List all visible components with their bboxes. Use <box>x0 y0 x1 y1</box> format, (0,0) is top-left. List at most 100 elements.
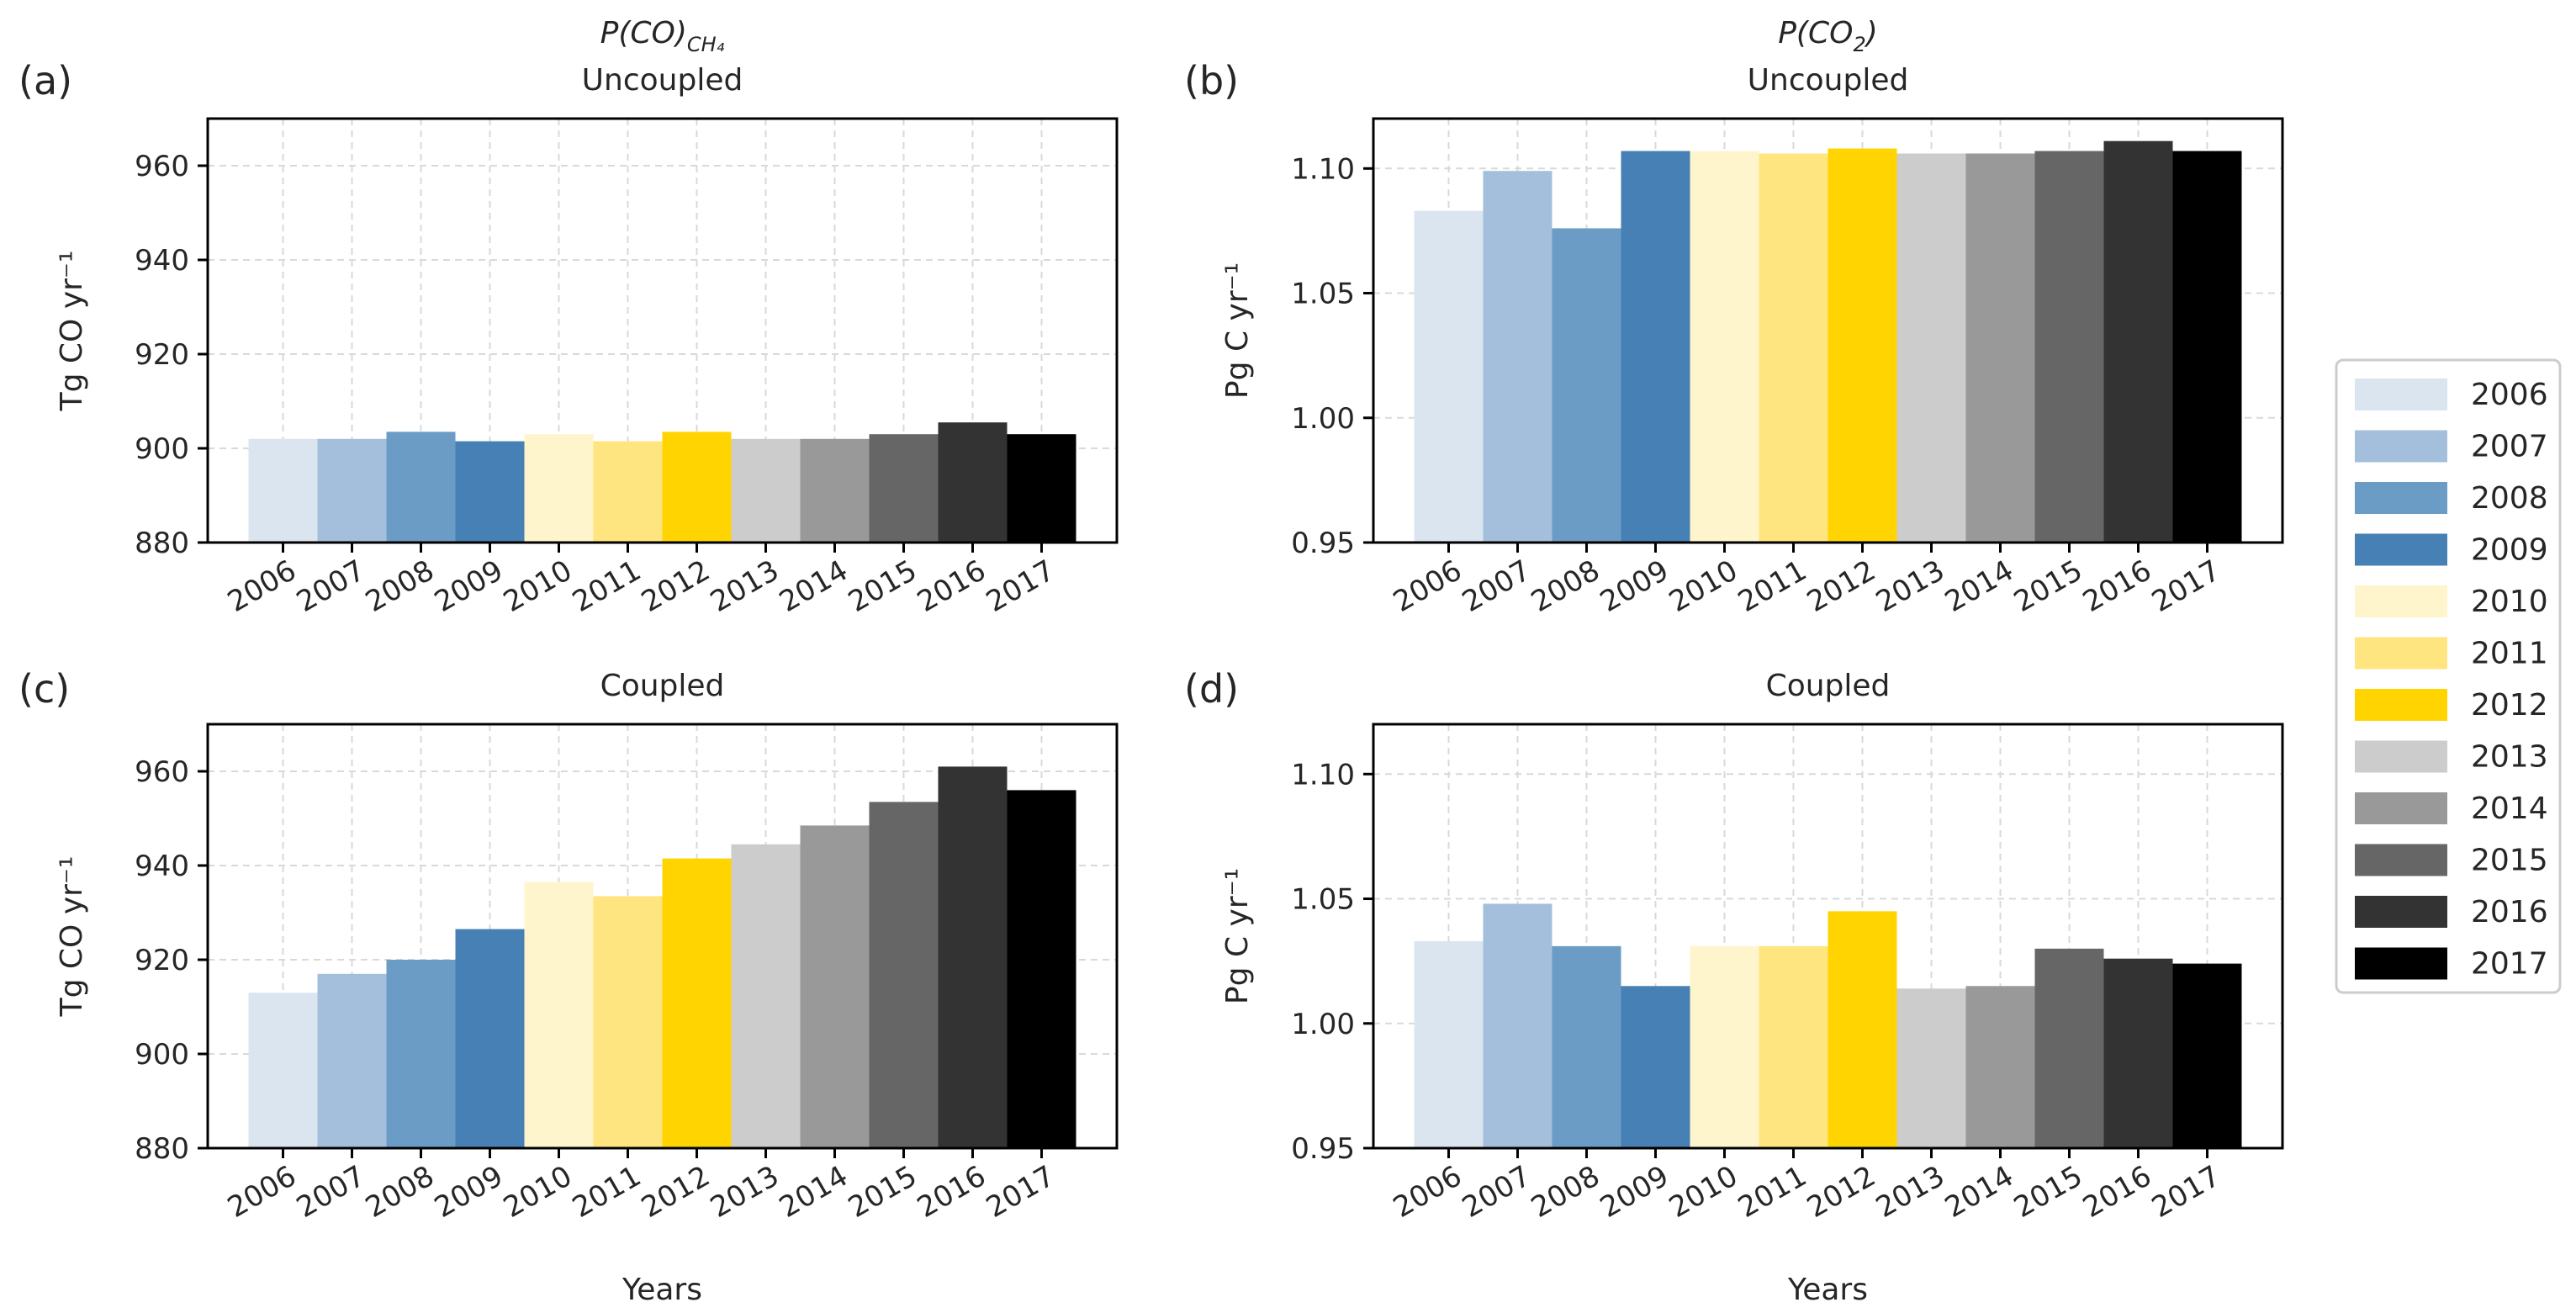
legend-swatch-2014 <box>2355 792 2447 824</box>
x-tick-label: 2008 <box>1526 553 1605 619</box>
legend-label-2013: 2013 <box>2471 740 2548 775</box>
axes-frame <box>206 723 1119 1150</box>
bar-2006 <box>248 993 318 1148</box>
bar-2014 <box>800 438 870 543</box>
bar-2014 <box>800 825 870 1148</box>
x-tick-label: 2009 <box>429 1159 509 1225</box>
y-tick-label: 900 <box>135 432 189 466</box>
y-tick-label: 1.10 <box>1291 758 1355 792</box>
x-tick-label: 2017 <box>981 553 1061 619</box>
bar-2009 <box>1621 986 1690 1148</box>
bar-2012 <box>1828 148 1897 543</box>
bar-2013 <box>1896 153 1966 543</box>
x-tick-label: 2016 <box>912 1159 992 1225</box>
bar-2007 <box>1483 171 1552 543</box>
x-tick-label: 2009 <box>1595 1159 1674 1225</box>
x-tick-label: 2007 <box>1457 1159 1537 1225</box>
bar-2011 <box>593 896 663 1148</box>
x-tick-label: 2012 <box>1801 553 1881 619</box>
legend-label-2012: 2012 <box>2471 688 2548 723</box>
panel-supertitle: P(CO2) <box>1778 16 1878 56</box>
x-tick-label: 2015 <box>2008 1159 2088 1225</box>
legend: 2006 2007 2008 2009 2010 2011 2012 2013 2014 2015… <box>2335 358 2562 994</box>
y-tick-label: 940 <box>135 244 189 278</box>
x-tick-label: 2011 <box>567 1159 647 1225</box>
bar-2017 <box>2172 151 2242 543</box>
x-axis-label: Years <box>1787 1273 1868 1307</box>
legend-label-2011: 2011 <box>2471 637 2548 671</box>
legend-label-2009: 2009 <box>2471 533 2548 568</box>
bar-2011 <box>593 441 663 543</box>
x-tick-label: 2010 <box>498 1159 578 1225</box>
bar-2013 <box>1896 988 1966 1148</box>
x-tick-label: 2016 <box>2077 1159 2157 1225</box>
supertitle-main: P(CO <box>1778 16 1853 50</box>
y-tick-label: 960 <box>135 755 189 789</box>
bars <box>1414 140 2242 543</box>
panel-letter: (a) <box>19 58 72 103</box>
x-tick-label: 2007 <box>291 553 371 619</box>
panel-b: 0.95 1.00 1.05 1.10 200620072008200920102011… <box>1184 16 2284 619</box>
legend-swatch-2010 <box>2355 585 2447 617</box>
x-tick-label: 2007 <box>1457 553 1537 619</box>
axes-frame <box>1372 117 2284 544</box>
legend-swatch-2017 <box>2355 947 2447 980</box>
bar-2016 <box>938 766 1008 1148</box>
bar-2017 <box>2172 963 2242 1148</box>
bar-2016 <box>938 422 1008 543</box>
bar-2007 <box>317 973 387 1148</box>
x-tick-label: 2010 <box>1664 553 1743 619</box>
bar-2008 <box>386 960 456 1148</box>
bar-2016 <box>2103 958 2173 1148</box>
x-tick-label: 2015 <box>843 553 923 619</box>
legend-label-2014: 2014 <box>2471 792 2548 826</box>
panel-title: Uncoupled <box>1748 63 1909 98</box>
legend-label-2017: 2017 <box>2471 947 2548 982</box>
bar-2012 <box>662 858 732 1148</box>
y-tick-label: 1.05 <box>1291 883 1355 917</box>
bar-2008 <box>1552 945 1621 1148</box>
legend-swatch-2016 <box>2355 896 2447 928</box>
bar-2008 <box>386 431 456 543</box>
legend-swatch-2007 <box>2355 430 2447 463</box>
x-tick-label: 2008 <box>360 553 440 619</box>
x-tick-label: 2012 <box>1801 1159 1881 1225</box>
legend-swatch-2009 <box>2355 533 2447 566</box>
legend-label-2006: 2006 <box>2471 378 2548 412</box>
y-tick-label: 940 <box>135 850 189 883</box>
panel-letter: (b) <box>1184 58 1239 103</box>
legend-label-2016: 2016 <box>2471 895 2548 929</box>
y-tick-label: 880 <box>135 1132 189 1166</box>
y-axis-label: Pg C yr⁻¹ <box>1220 868 1255 1004</box>
axes-frame <box>206 117 1119 544</box>
bar-2009 <box>455 441 525 543</box>
x-tick-label: 2012 <box>636 1159 716 1225</box>
bar-2017 <box>1007 790 1076 1148</box>
bar-2007 <box>1483 903 1552 1148</box>
y-tick-label: 1.00 <box>1291 1008 1355 1041</box>
legend-label-2008: 2008 <box>2471 481 2548 516</box>
panel-d: 0.95 1.00 1.05 1.10 200620072008200920102011… <box>1184 666 2284 1307</box>
legend-swatch-2012 <box>2355 689 2447 721</box>
panel-letter: (c) <box>19 666 70 712</box>
bar-2017 <box>1007 434 1076 543</box>
axes-frame <box>1372 723 2284 1150</box>
legend-frame <box>2335 358 2562 994</box>
bar-2010 <box>1690 945 1759 1148</box>
bar-2009 <box>455 929 525 1148</box>
legend-label-2015: 2015 <box>2471 844 2548 878</box>
y-tick-label: 1.00 <box>1291 402 1355 436</box>
x-tick-label: 2016 <box>912 553 992 619</box>
bars <box>248 422 1076 543</box>
supertitle-subscript: CH₄ <box>687 33 725 56</box>
bar-2011 <box>1759 945 1828 1148</box>
x-axis-label: Years <box>622 1273 702 1307</box>
x-tick-label: 2006 <box>222 553 302 619</box>
y-tick-label: 900 <box>135 1038 189 1072</box>
x-tick-label: 2015 <box>2008 553 2088 619</box>
bar-2006 <box>248 438 318 543</box>
x-tick-label: 2009 <box>1595 553 1674 619</box>
x-tick-label: 2012 <box>636 553 716 619</box>
bar-2006 <box>1414 940 1484 1148</box>
x-tick-label: 2006 <box>1388 553 1468 619</box>
